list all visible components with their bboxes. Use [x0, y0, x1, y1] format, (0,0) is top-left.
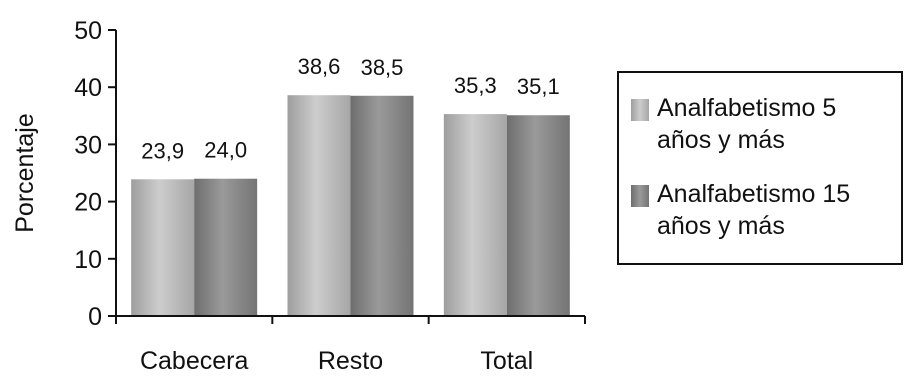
- data-label-total-series-2: 35,1: [517, 74, 560, 99]
- y-tick-label-0: 0: [88, 303, 102, 331]
- data-label-resto-series-2: 38,5: [361, 55, 404, 80]
- bar-cabecera-series-2: [194, 178, 258, 316]
- bar-total-series-2: [506, 115, 570, 316]
- y-tick-label-10: 10: [74, 246, 102, 274]
- x-tick-label-cabecera: Cabecera: [140, 347, 248, 375]
- x-tick-label-total: Total: [480, 347, 533, 375]
- bar-total-series-1: [443, 114, 507, 316]
- y-tick-label-50: 50: [74, 17, 102, 45]
- y-tick-label-30: 30: [74, 131, 102, 159]
- legend-swatch-series-2: [631, 185, 649, 207]
- data-label-cabecera-series-1: 23,9: [141, 138, 184, 163]
- bar-cabecera-series-1: [131, 179, 195, 316]
- data-label-resto-series-1: 38,6: [298, 54, 341, 79]
- bar-resto-series-1: [287, 95, 351, 316]
- data-label-total-series-1: 35,3: [454, 73, 497, 98]
- legend-label-series-2-line-1: Analfabetismo 15: [657, 180, 851, 208]
- y-tick-label-40: 40: [74, 74, 102, 102]
- legend-swatch-series-1: [631, 99, 649, 121]
- y-tick-label-20: 20: [74, 189, 102, 217]
- legend-label-series-1-line-1: Analfabetismo 5: [657, 94, 837, 122]
- legend-label-series-1-line-2: años y más: [657, 126, 785, 154]
- x-tick-label-resto: Resto: [318, 347, 383, 375]
- bar-resto-series-2: [350, 95, 414, 316]
- y-axis-label: Porcentaje: [11, 113, 39, 233]
- data-label-cabecera-series-2: 24,0: [204, 138, 247, 163]
- legend: Analfabetismo 5 años y más Analfabetismo…: [617, 71, 903, 265]
- legend-label-series-2-line-2: años y más: [657, 212, 785, 240]
